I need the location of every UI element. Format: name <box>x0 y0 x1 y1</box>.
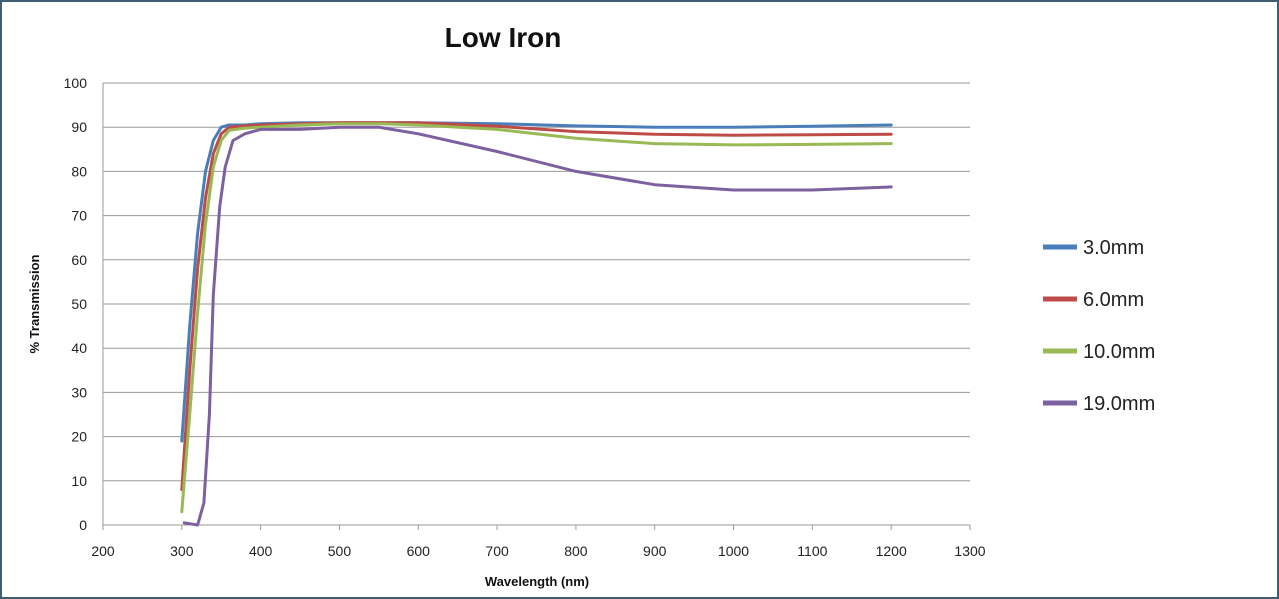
y-axis-label: % Transmission <box>27 254 42 353</box>
y-tick-label: 80 <box>71 163 87 179</box>
y-tick-label: 40 <box>71 340 87 356</box>
y-tick-label: 20 <box>71 429 87 445</box>
legend-label-3: 19.0mm <box>1083 393 1155 415</box>
y-tick-label: 0 <box>79 517 87 533</box>
legend-label-1: 6.0mm <box>1083 289 1144 311</box>
y-tick-label: 10 <box>71 473 87 489</box>
y-tick-label: 70 <box>71 208 87 224</box>
x-tick-label: 700 <box>485 543 509 559</box>
series-line-1 <box>180 121 893 492</box>
x-tick-label: 1300 <box>954 543 985 559</box>
y-tick-label: 90 <box>71 119 87 135</box>
x-tick-label: 1000 <box>718 543 749 559</box>
y-tick-label: 30 <box>71 384 87 400</box>
legend-label-0: 3.0mm <box>1083 237 1144 259</box>
x-axis-label: Wavelength (nm) <box>485 574 589 589</box>
gridlines <box>102 82 971 530</box>
x-tick-label: 800 <box>564 543 588 559</box>
x-tick-label: 400 <box>249 543 273 559</box>
legend: 3.0mm 6.0mm 10.0mm 19.0mm <box>1043 237 1155 415</box>
series-line-3 <box>182 125 893 527</box>
series-line-0 <box>180 121 893 443</box>
series-lines <box>180 121 893 527</box>
y-tick-label: 50 <box>71 296 87 312</box>
x-tick-label: 200 <box>91 543 115 559</box>
legend-label-2: 10.0mm <box>1083 341 1155 363</box>
x-tick-label: 300 <box>170 543 194 559</box>
x-tick-label: 600 <box>407 543 431 559</box>
y-tick-label: 100 <box>64 75 88 91</box>
x-tick-label: 1200 <box>876 543 907 559</box>
x-tick-label: 900 <box>643 543 667 559</box>
y-tick-label: 60 <box>71 252 87 268</box>
series-line-2 <box>180 122 893 514</box>
x-tick-label: 500 <box>328 543 352 559</box>
x-tick-labels: 200 300 400 500 600 700 800 900 1000 1100 1200 1300 <box>91 543 985 559</box>
x-tick-label: 1100 <box>797 543 827 559</box>
y-tick-labels: 0 10 20 30 40 50 60 70 80 90 100 <box>64 75 88 533</box>
chart-title: Low Iron <box>445 22 562 53</box>
